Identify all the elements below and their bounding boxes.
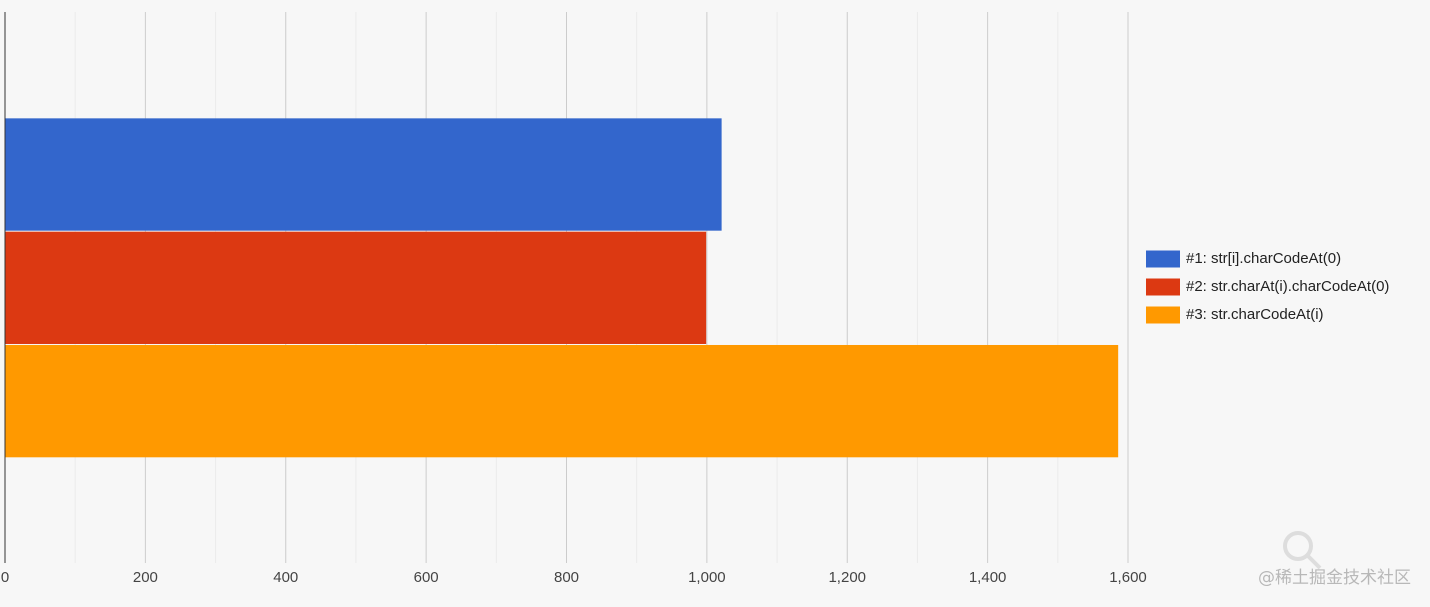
legend-label: #3: str.charCodeAt(i)	[1186, 306, 1324, 323]
legend-label: #2: str.charAt(i).charCodeAt(0)	[1186, 278, 1389, 295]
magnifier-icon	[1283, 531, 1322, 570]
legend-swatch	[1146, 278, 1180, 296]
bar	[5, 231, 707, 344]
watermark: @稀土掘金技术社区	[1258, 568, 1411, 588]
x-tick-label: 600	[414, 569, 439, 586]
x-tick-label: 1,400	[969, 569, 1007, 586]
x-tick-label: 800	[554, 569, 579, 586]
x-tick-label: 1,600	[1109, 569, 1147, 586]
legend-label: #1: str[i].charCodeAt(0)	[1186, 250, 1341, 267]
legend-swatch	[1146, 306, 1180, 324]
bar	[5, 118, 722, 231]
x-tick-label: 1,200	[828, 569, 866, 586]
x-tick-label: 400	[273, 569, 298, 586]
bar	[5, 344, 1119, 458]
x-tick-label: 0	[1, 569, 9, 586]
x-tick-label: 200	[133, 569, 158, 586]
x-tick-label: 1,000	[688, 569, 726, 586]
legend-swatch	[1146, 250, 1180, 268]
